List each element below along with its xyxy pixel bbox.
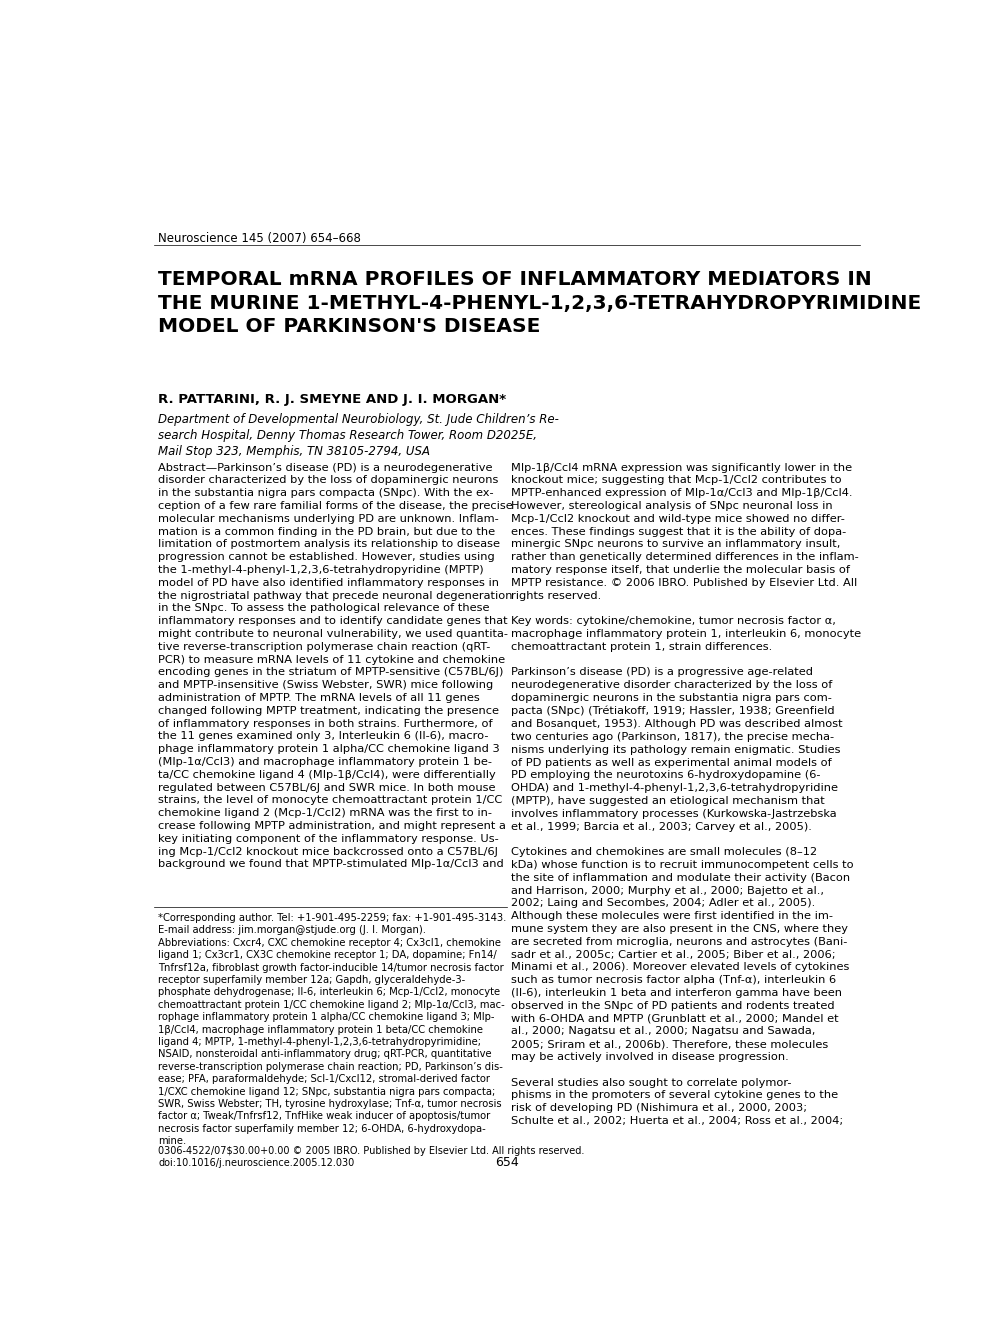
Text: 0306-4522/07$30.00+0.00 © 2005 IBRO. Published by Elsevier Ltd. All rights reser: 0306-4522/07$30.00+0.00 © 2005 IBRO. Pub… <box>158 1146 585 1168</box>
Text: *Corresponding author. Tel: +1-901-495-2259; fax: +1-901-495-3143.
E-mail addres: *Corresponding author. Tel: +1-901-495-2… <box>158 913 507 1146</box>
Text: TEMPORAL mRNA PROFILES OF INFLAMMATORY MEDIATORS IN
THE MURINE 1-METHYL-4-PHENYL: TEMPORAL mRNA PROFILES OF INFLAMMATORY M… <box>158 271 922 337</box>
Text: R. PATTARINI, R. J. SMEYNE AND J. I. MORGAN*: R. PATTARINI, R. J. SMEYNE AND J. I. MOR… <box>158 393 507 407</box>
Text: 654: 654 <box>496 1155 519 1168</box>
Text: Abstract—Parkinson’s disease (PD) is a neurodegenerative
disorder characterized : Abstract—Parkinson’s disease (PD) is a n… <box>158 462 513 870</box>
Text: Department of Developmental Neurobiology, St. Jude Children’s Re-
search Hospita: Department of Developmental Neurobiology… <box>158 412 559 458</box>
Text: Neuroscience 145 (2007) 654–668: Neuroscience 145 (2007) 654–668 <box>158 231 361 244</box>
Text: Mlp-1β/Ccl4 mRNA expression was significantly lower in the
knockout mice; sugges: Mlp-1β/Ccl4 mRNA expression was signific… <box>511 462 861 1126</box>
